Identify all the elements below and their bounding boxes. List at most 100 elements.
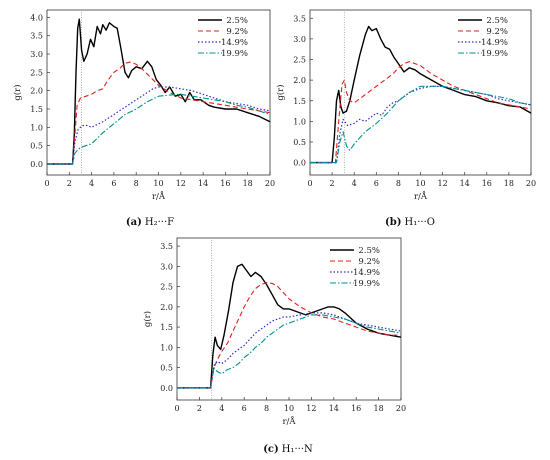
y-axis-label: g(r): [12, 84, 23, 100]
y-tick-label: 3.5: [160, 242, 173, 251]
y-tick-label: 2.0: [293, 76, 306, 85]
x-tick-label: 14: [198, 179, 208, 188]
y-tick-label: 1.5: [293, 97, 306, 106]
legend-label: 2.5%: [358, 246, 380, 256]
series-line-3: [310, 85, 532, 164]
x-tick-label: 20: [526, 179, 536, 188]
chart-panel-b: 0 2 4 6 8 10 12 14 16 18 20 0.0 0.5 1.0 1.5 2.0 2.5 3.0 3.…: [275, 9, 536, 228]
x-tick-label: 16: [220, 179, 230, 188]
panel-caption: (b) H₁···O: [385, 217, 435, 228]
x-tick-label: 18: [504, 179, 514, 188]
legend-label: 2.5%: [486, 16, 508, 26]
series-line-1: [177, 263, 402, 389]
legend: 2.5%9.2%14.9%19.9%: [330, 246, 380, 289]
y-tick-label: 1.0: [293, 117, 306, 126]
y-tick-label: 2.5: [293, 56, 306, 65]
x-tick-label: 6: [242, 404, 247, 413]
y-tick-label: 1.0: [160, 343, 173, 352]
y-tick-label: 0.0: [160, 384, 173, 393]
x-tick-label: 2: [330, 179, 335, 188]
legend-label: 9.2%: [486, 27, 508, 37]
y-tick-label: 3.0: [160, 262, 173, 271]
x-tick-label: 12: [176, 179, 186, 188]
y-tick-label: 0.5: [160, 364, 173, 373]
y-tick-label: 3.0: [293, 35, 306, 44]
legend-label: 19.9%: [221, 49, 248, 59]
x-tick-label: 14: [460, 179, 470, 188]
series-line-2: [47, 61, 271, 165]
series-line-4: [177, 314, 402, 389]
caption-text: H₂···F: [145, 217, 174, 228]
y-tick-label: 0.5: [30, 142, 43, 151]
legend: 2.5%9.2%14.9%19.9%: [458, 16, 508, 59]
x-tick-label: 4: [89, 179, 94, 188]
y-tick-label: 1.0: [30, 123, 43, 132]
x-tick-label: 8: [134, 179, 139, 188]
y-tick-label: 2.5: [160, 283, 173, 292]
caption-text: H₁···O: [405, 217, 435, 228]
x-tick-label: 10: [153, 179, 163, 188]
x-tick-label: 20: [265, 179, 275, 188]
y-axis-label: g(r): [275, 84, 286, 100]
y-tick-label: 1.5: [30, 105, 43, 114]
y-tick-label: 1.5: [160, 323, 173, 332]
x-tick-label: 2: [197, 404, 202, 413]
y-axis-label: g(r): [142, 311, 153, 327]
x-tick-label: 10: [284, 404, 294, 413]
x-tick-label: 14: [329, 404, 339, 413]
x-tick-label: 16: [351, 404, 361, 413]
x-tick-label: 8: [264, 404, 269, 413]
x-axis-label: r/Å: [282, 415, 296, 427]
series-line-4: [47, 93, 271, 165]
y-tick-label: 3.0: [30, 50, 43, 59]
legend-label: 19.9%: [481, 49, 508, 59]
series-line-2: [310, 61, 532, 164]
series-line-4: [310, 85, 532, 164]
x-tick-label: 16: [482, 179, 492, 188]
y-tick-label: 0.5: [293, 138, 306, 147]
legend-label: 14.9%: [481, 38, 508, 48]
x-tick-label: 12: [438, 179, 448, 188]
legend-label: 14.9%: [353, 268, 380, 278]
y-tick-label: 3.5: [30, 32, 43, 41]
y-tick-label: 0.0: [30, 160, 43, 169]
series-line-1: [47, 18, 271, 165]
y-tick-label: 2.5: [30, 68, 43, 77]
x-tick-label: 18: [374, 404, 384, 413]
x-tick-label: 18: [243, 179, 253, 188]
series-line-1: [310, 25, 532, 164]
x-axis-label: r/Å: [152, 190, 166, 202]
legend-label: 19.9%: [353, 279, 380, 289]
x-tick-label: 8: [396, 179, 401, 188]
series-line-2: [177, 282, 401, 389]
panel-caption: (c) H₁···N: [263, 444, 313, 455]
x-tick-label: 2: [67, 179, 72, 188]
y-tick-label: 0.0: [293, 159, 306, 168]
x-tick-label: 6: [111, 179, 116, 188]
y-tick-label: 2.0: [30, 87, 43, 96]
y-tick-label: 2.0: [160, 303, 173, 312]
chart-panel-c: 0 2 4 6 8 10 12 14 16 18 20 0.0 0.5 1.0 1.5 2.0 2.5 3.0 3.…: [142, 237, 406, 455]
legend-label: 14.9%: [221, 38, 248, 48]
x-tick-label: 4: [352, 179, 357, 188]
x-axis-label: r/Å: [414, 190, 428, 202]
chart-panel-a: 0 2 4 6 8 10 12 14 16 18 20 0.0 0.5 1.0 1.5 2.0 2.5 3.0 3.…: [12, 9, 275, 228]
x-tick-label: 4: [219, 404, 224, 413]
x-tick-label: 12: [306, 404, 316, 413]
x-tick-label: 20: [396, 404, 406, 413]
x-tick-label: 6: [374, 179, 379, 188]
caption-tag: (a): [126, 217, 142, 228]
x-tick-label: 0: [174, 404, 179, 413]
caption-text: H₁···N: [282, 444, 313, 455]
legend: 2.5%9.2%14.9%19.9%: [198, 16, 248, 59]
legend-label: 9.2%: [358, 257, 380, 267]
y-tick-label: 3.5: [293, 14, 306, 23]
caption-tag: (b): [385, 217, 401, 228]
y-tick-label: 4.0: [30, 13, 43, 22]
x-tick-label: 0: [44, 179, 49, 188]
panel-caption: (a) H₂···F: [126, 217, 174, 228]
legend-label: 9.2%: [226, 27, 248, 37]
legend-label: 2.5%: [226, 16, 248, 26]
x-tick-label: 0: [307, 179, 312, 188]
